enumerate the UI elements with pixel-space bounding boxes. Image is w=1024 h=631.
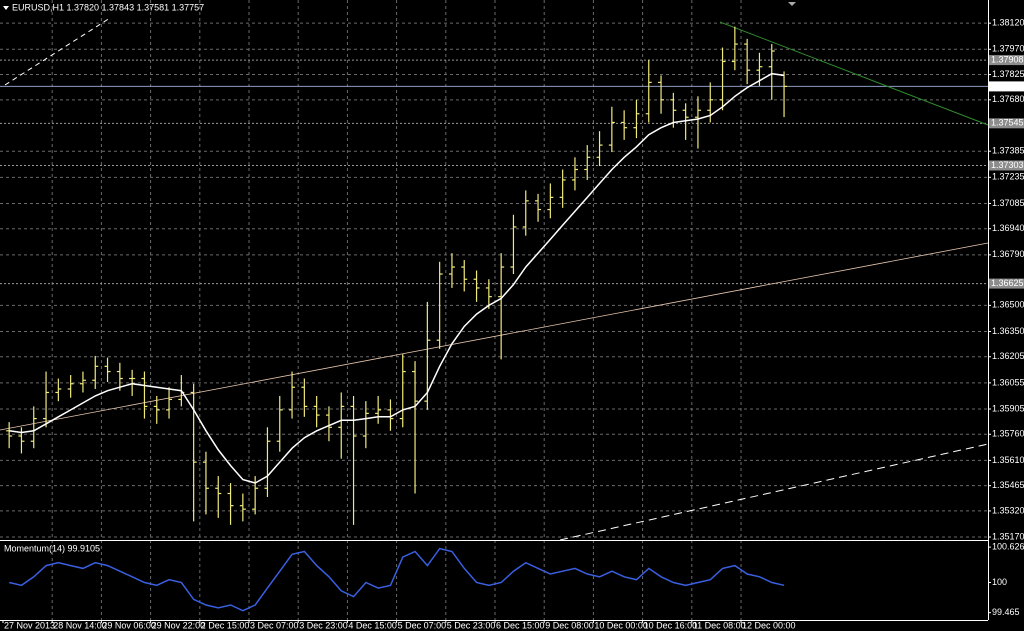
x-tick-label: 5 Dec 07:00 <box>398 620 447 630</box>
y-tick-label: 99.465 <box>992 607 1020 617</box>
y-tick-label: 1.36055 <box>992 377 1024 387</box>
x-tick-label: 28 Nov 14:00 <box>53 620 107 630</box>
x-tick-label: 29 Nov 22:00 <box>152 620 206 630</box>
y-tick-label: 1.35320 <box>992 505 1024 515</box>
y-tick-label: 1.35610 <box>992 455 1024 465</box>
y-tick-label: 1.37680 <box>992 94 1024 104</box>
x-tick-label: 10 Dec 00:00 <box>594 620 648 630</box>
y-tick-label: 1.36205 <box>992 351 1024 361</box>
y-tick-label: 1.35760 <box>992 429 1024 439</box>
level-label-box <box>989 118 1024 129</box>
bid-label: 1.37757 <box>991 81 1024 91</box>
level-label: 1.37908 <box>991 54 1024 64</box>
y-tick-label: 1.36790 <box>992 249 1024 259</box>
level-label: 1.37545 <box>991 118 1024 128</box>
x-tick-label: 4 Dec 15:00 <box>348 620 397 630</box>
y-tick-label: 100 <box>992 577 1007 587</box>
x-tick-label: 9 Dec 08:00 <box>545 620 594 630</box>
x-tick-label: 3 Dec 23:00 <box>299 620 348 630</box>
moving-average <box>9 72 785 484</box>
x-tick-label: 29 Nov 06:00 <box>102 620 156 630</box>
x-tick-label: 10 Dec 16:00 <box>644 620 698 630</box>
grid <box>0 0 988 620</box>
y-tick-label: 1.36940 <box>992 223 1024 233</box>
x-tick-label: 12 Dec 00:00 <box>742 620 796 630</box>
x-tick-label: 11 Dec 08:00 <box>693 620 746 630</box>
trend-line <box>719 21 989 126</box>
level-label-box <box>989 278 1024 289</box>
y-tick-label: 100.6268 <box>992 541 1024 551</box>
y-tick-label: 1.36350 <box>992 326 1024 336</box>
y-tick-label: 1.37970 <box>992 44 1024 54</box>
y-tick-label: 1.37235 <box>992 172 1024 182</box>
x-tick-label: 6 Dec 15:00 <box>496 620 545 630</box>
bid-label-box <box>989 81 1024 92</box>
y-tick-label: 1.35170 <box>992 531 1024 541</box>
level-label: 1.36625 <box>991 278 1024 288</box>
x-tick-label: 27 Nov 2013 <box>4 620 55 630</box>
x-tick-label: 2 Dec 15:00 <box>201 620 250 630</box>
y-tick-label: 1.37085 <box>992 198 1024 208</box>
y-tick-label: 1.37385 <box>992 146 1024 156</box>
trend-line <box>0 242 989 431</box>
x-tick-label: 5 Dec 23:00 <box>447 620 496 630</box>
chart-title: EURUSD,H1 1.37820 1.37843 1.37581 1.3775… <box>12 2 204 12</box>
shift-marker <box>788 2 796 6</box>
menu-arrow[interactable] <box>3 6 9 10</box>
y-tick-label: 1.38120 <box>992 18 1024 28</box>
plot <box>6 26 788 612</box>
y-tick-label: 1.35465 <box>992 480 1024 490</box>
y-tick-label: 1.35905 <box>992 403 1024 413</box>
y-tick-label: 1.36500 <box>992 300 1024 310</box>
indicator-title: Momentum(14) 99.9105 <box>4 543 100 553</box>
trend-line <box>4 17 111 86</box>
level-label-box <box>989 55 1024 66</box>
level-label: 1.37303 <box>991 160 1024 170</box>
level-label-box <box>989 160 1024 171</box>
y-tick-label: 1.37825 <box>992 69 1024 79</box>
indicator-line <box>9 547 785 612</box>
trend-line <box>559 443 989 541</box>
x-tick-label: 3 Dec 07:00 <box>250 620 299 630</box>
